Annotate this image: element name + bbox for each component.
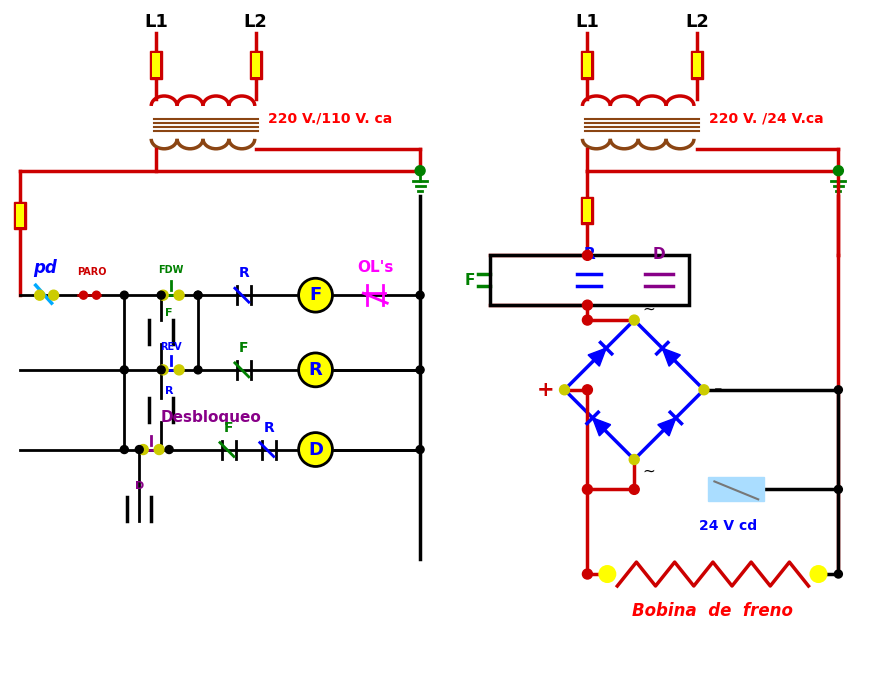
Circle shape — [629, 484, 639, 494]
Circle shape — [699, 385, 709, 395]
Circle shape — [158, 291, 166, 299]
Bar — [490, 256, 689, 305]
Text: PARO: PARO — [77, 267, 106, 277]
Bar — [150, 51, 162, 79]
Circle shape — [417, 445, 425, 454]
Circle shape — [299, 278, 333, 312]
Circle shape — [835, 386, 842, 394]
Circle shape — [35, 290, 44, 300]
Circle shape — [120, 366, 128, 374]
Bar — [581, 197, 594, 224]
Circle shape — [120, 291, 128, 299]
Text: R: R — [584, 247, 595, 262]
Text: -: - — [714, 380, 723, 400]
Text: OL's: OL's — [357, 260, 393, 275]
Circle shape — [582, 250, 593, 260]
Circle shape — [629, 315, 639, 325]
Circle shape — [194, 291, 202, 299]
Bar — [152, 53, 160, 77]
Polygon shape — [593, 418, 611, 436]
Text: 24 V cd: 24 V cd — [700, 519, 757, 534]
Circle shape — [174, 290, 184, 300]
Text: L1: L1 — [144, 14, 168, 31]
Circle shape — [582, 300, 593, 310]
Circle shape — [166, 445, 174, 454]
Text: D: D — [308, 441, 323, 458]
Polygon shape — [662, 348, 680, 366]
Bar — [708, 477, 765, 501]
Circle shape — [158, 366, 166, 374]
Text: L1: L1 — [576, 14, 599, 31]
Text: Desbloqueo: Desbloqueo — [160, 410, 262, 424]
Text: D: D — [134, 481, 144, 492]
Text: F: F — [224, 420, 234, 435]
Text: +: + — [537, 380, 554, 400]
Bar — [250, 51, 262, 79]
Text: F: F — [166, 308, 173, 318]
Circle shape — [582, 385, 593, 395]
Text: pd: pd — [33, 259, 57, 277]
Bar — [581, 51, 594, 79]
Text: REV: REV — [160, 342, 182, 352]
Circle shape — [582, 315, 593, 325]
Circle shape — [299, 433, 333, 466]
Circle shape — [833, 165, 844, 176]
Text: 220 V./110 V. ca: 220 V./110 V. ca — [268, 112, 392, 126]
Circle shape — [629, 454, 639, 464]
Bar — [13, 201, 26, 229]
Text: F: F — [310, 286, 321, 304]
Circle shape — [599, 566, 615, 582]
Bar — [691, 51, 703, 79]
Bar — [693, 53, 701, 77]
Circle shape — [135, 445, 143, 454]
Circle shape — [582, 484, 593, 494]
Circle shape — [417, 366, 425, 374]
Circle shape — [582, 569, 593, 579]
Circle shape — [158, 290, 168, 300]
Bar — [16, 203, 24, 227]
Circle shape — [154, 445, 164, 454]
Text: L2: L2 — [244, 14, 268, 31]
Text: R: R — [309, 361, 322, 379]
Circle shape — [415, 165, 425, 176]
Circle shape — [174, 365, 184, 375]
Polygon shape — [658, 418, 676, 436]
Text: R: R — [166, 386, 174, 396]
Circle shape — [79, 291, 87, 299]
Circle shape — [93, 291, 101, 299]
Bar — [252, 53, 260, 77]
Text: F: F — [465, 273, 475, 287]
Bar — [584, 53, 591, 77]
Circle shape — [299, 353, 333, 387]
Circle shape — [417, 291, 425, 299]
Circle shape — [811, 566, 827, 582]
Circle shape — [158, 365, 168, 375]
Circle shape — [835, 570, 842, 578]
Circle shape — [120, 445, 128, 454]
Bar — [584, 199, 591, 222]
Text: Bobina  de  freno: Bobina de freno — [633, 602, 793, 620]
Text: L2: L2 — [685, 14, 709, 31]
Text: ~: ~ — [643, 464, 655, 479]
Circle shape — [194, 291, 202, 299]
Text: FDW: FDW — [158, 265, 184, 275]
Text: R: R — [239, 266, 249, 280]
Text: ~: ~ — [643, 301, 655, 316]
Circle shape — [194, 366, 202, 374]
Circle shape — [138, 445, 149, 454]
Circle shape — [49, 290, 59, 300]
Text: F: F — [239, 341, 248, 355]
Text: D: D — [652, 247, 666, 262]
Text: R: R — [263, 420, 274, 435]
Text: 220 V. /24 V.ca: 220 V. /24 V.ca — [709, 112, 823, 126]
Polygon shape — [588, 348, 606, 366]
Circle shape — [835, 485, 842, 494]
Circle shape — [560, 385, 570, 395]
